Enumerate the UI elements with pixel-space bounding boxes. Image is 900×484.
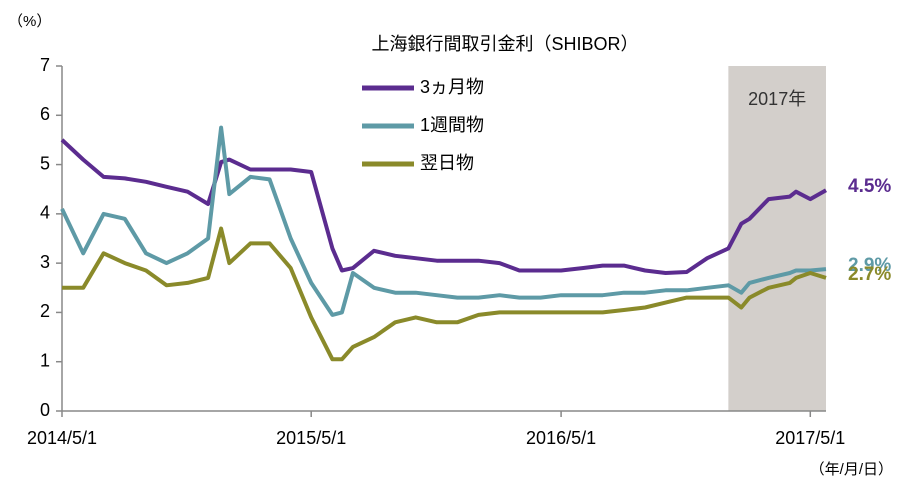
- y-tick-label: 5: [40, 153, 50, 173]
- y-tick-label: 4: [40, 203, 50, 223]
- y-tick-label: 6: [40, 104, 50, 124]
- y-tick-label: 3: [40, 252, 50, 272]
- y-unit: （%）: [8, 13, 51, 30]
- x-tick-label: 2015/5/1: [276, 428, 346, 448]
- y-tick-label: 1: [40, 350, 50, 370]
- end-label: 4.5%: [848, 176, 891, 197]
- chart-title: 上海銀行間取引金利（SHIBOR）: [371, 34, 638, 54]
- legend-label: 3ヵ月物: [420, 77, 484, 97]
- y-tick-label: 0: [40, 400, 50, 420]
- x-tick-label: 2017/5/1: [775, 428, 845, 448]
- series-line: [60, 125, 827, 317]
- y-tick-label: 2: [40, 301, 50, 321]
- x-tick-label: 2016/5/1: [526, 428, 596, 448]
- series-line: [60, 138, 827, 275]
- x-unit: （年/月/日）: [810, 461, 893, 478]
- legend-label: 翌日物: [420, 153, 474, 173]
- y-tick-label: 7: [40, 55, 50, 75]
- end-label: 2.9%: [848, 255, 891, 276]
- series-line: [62, 226, 827, 362]
- shade-region: [728, 66, 826, 411]
- legend-label: 1週間物: [420, 115, 484, 135]
- x-tick-label: 2014/5/1: [27, 428, 97, 448]
- end-label: 2.7%: [848, 264, 891, 285]
- shade-label: 2017年: [748, 89, 806, 109]
